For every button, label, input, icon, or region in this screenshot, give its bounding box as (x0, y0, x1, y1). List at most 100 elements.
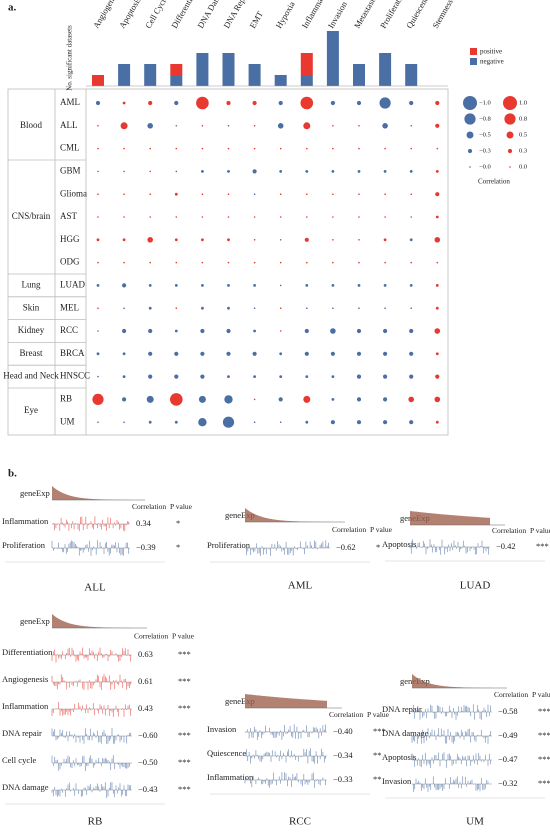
bubble (434, 237, 441, 243)
bubble (174, 238, 178, 242)
bubble (409, 170, 413, 173)
legend-label: negative (480, 58, 504, 66)
bubble (384, 261, 386, 264)
correlation-header: Correlation (132, 502, 166, 511)
bubble (201, 170, 204, 173)
p-value: *** (536, 541, 549, 551)
bubble (379, 97, 391, 109)
bubble (226, 351, 231, 356)
expression-label: geneExp (225, 510, 255, 520)
p-value: *** (178, 757, 191, 767)
p-value: * (376, 542, 380, 552)
row-label: HGG (60, 234, 80, 244)
bubble (356, 420, 362, 425)
bubble (253, 125, 256, 127)
bubble (383, 397, 388, 402)
bubble (332, 193, 334, 195)
matrix-frame (7, 88, 449, 436)
row-label: UM (60, 416, 75, 426)
correlation-value: 0.34 (136, 518, 152, 528)
bubble (97, 216, 99, 218)
legend-bubble (503, 96, 517, 110)
bubble (97, 307, 99, 310)
bar-segment (300, 53, 313, 75)
bubble (174, 284, 178, 287)
correlation-value: −0.39 (136, 542, 156, 552)
bubble (174, 192, 178, 196)
bubble (382, 123, 388, 129)
row-label: CML (60, 143, 80, 153)
p-header: P value (172, 632, 195, 641)
bubble (358, 125, 360, 127)
bubble (253, 421, 256, 424)
bubble (356, 397, 362, 402)
group-label: Kidney (18, 325, 45, 335)
bubble (279, 307, 282, 310)
correlation-value: 0.43 (138, 703, 153, 713)
p-value: *** (178, 730, 191, 740)
bubble (383, 170, 387, 173)
bar-segment (118, 64, 131, 86)
bubble (253, 307, 256, 310)
bubble (279, 352, 283, 356)
bubble (148, 100, 153, 106)
correlation-header: Correlation (329, 710, 363, 719)
expression-label: geneExp (20, 488, 50, 498)
bubble (123, 261, 125, 264)
bubble (227, 216, 230, 218)
bubble (409, 420, 414, 425)
state-label: Apoptosis (382, 752, 416, 762)
bubble (200, 374, 205, 379)
bar-segment (222, 53, 235, 86)
p-header: P value (170, 502, 193, 511)
bubble (435, 420, 439, 424)
bubble (306, 307, 308, 310)
bubble (278, 397, 283, 402)
state-label: Apoptosis (117, 0, 143, 30)
state-label: Proliferation (207, 540, 251, 550)
correlation-value: −0.40 (333, 726, 353, 736)
p-header: P value (532, 690, 550, 699)
bubble (175, 216, 178, 218)
bubble (384, 147, 386, 150)
bubble (306, 216, 308, 218)
bubble (383, 238, 387, 242)
expression-profile (245, 694, 327, 708)
correlation-header: Correlation (492, 526, 526, 535)
bubble (174, 351, 179, 356)
correlation-value: −0.32 (498, 778, 518, 788)
state-label: Angiogenesis (2, 674, 48, 684)
bubble (120, 122, 128, 130)
bubble (356, 374, 362, 379)
bubble (279, 375, 283, 378)
bubble (306, 261, 308, 264)
state-label: Apoptosis (382, 539, 416, 549)
p-value: *** (178, 649, 191, 659)
legend-label: positive (480, 48, 502, 56)
bubble (331, 375, 335, 378)
bubble (123, 170, 125, 173)
bubble (384, 193, 386, 195)
bubble (305, 375, 309, 378)
bubble (332, 239, 334, 241)
state-label: Hypoxia (273, 0, 296, 30)
bubble (331, 398, 335, 401)
bubble (201, 216, 204, 218)
p-value: *** (538, 730, 550, 740)
state-label: Proliferation (2, 540, 46, 550)
bubble (384, 307, 386, 310)
state-label: Cell Cycle (143, 0, 170, 30)
legend-value: −0.3 (479, 147, 491, 154)
bubble (122, 328, 127, 334)
correlation-value: −0.50 (138, 757, 158, 767)
expression-profile (52, 614, 132, 628)
bubble (279, 284, 282, 287)
bubble (227, 261, 230, 264)
bubble (306, 193, 308, 195)
state-label: DNA repair (2, 728, 42, 738)
bar-segment (248, 64, 261, 86)
legend-bubble (509, 166, 511, 168)
bubble (383, 284, 387, 287)
legend-swatch (470, 58, 477, 65)
bubble (383, 374, 388, 379)
